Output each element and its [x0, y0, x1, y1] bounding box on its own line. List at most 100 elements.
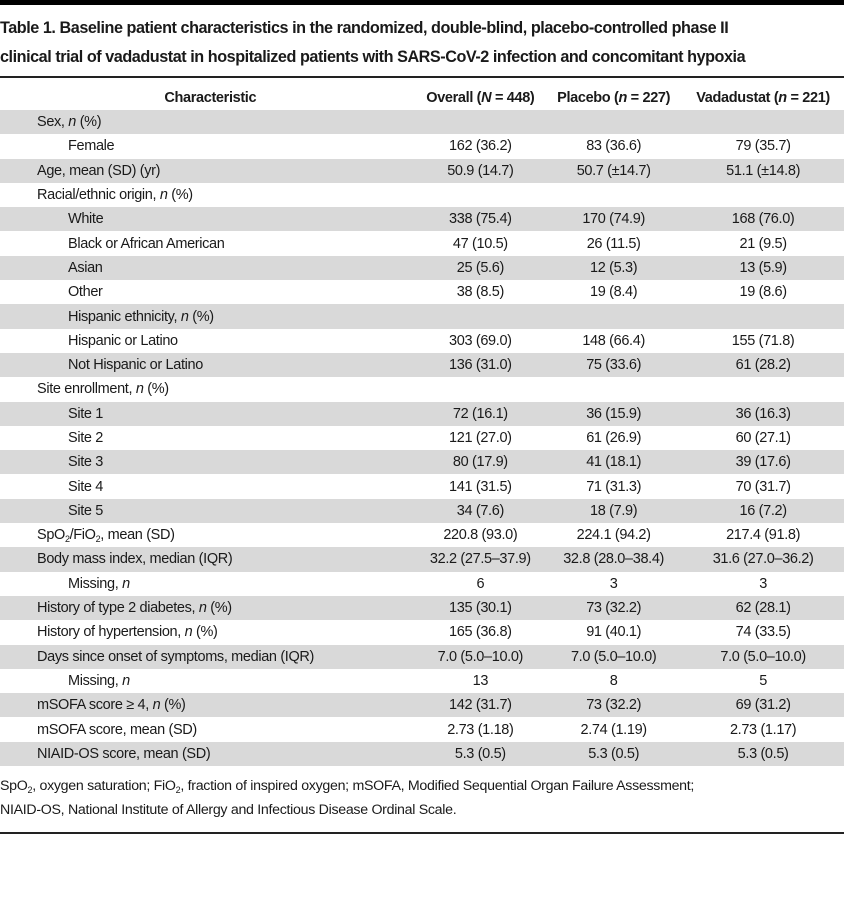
placebo-value: 91 (40.1): [586, 624, 642, 641]
vadadustat-value: 79 (35.7): [735, 138, 791, 155]
vadadustat-value: [682, 304, 844, 329]
table-row: Missing, n 13 8 5: [0, 669, 844, 693]
baseline-characteristics-table: Characteristic Overall (N = 448) Placebo…: [0, 86, 844, 767]
table-row: Other 38 (8.5) 19 (8.4) 19 (8.6): [0, 280, 844, 304]
placebo-value: 26 (11.5): [586, 235, 641, 252]
overall-value: 6: [476, 575, 485, 592]
vadadustat-value: 60 (27.1): [735, 430, 791, 446]
row-label: History of hypertension, n (%): [37, 624, 218, 641]
table-row: mSOFA score, mean (SD) 2.73 (1.18) 2.74 (1…: [0, 717, 844, 741]
caption-line-1: Table 1. Baseline patient characteristic…: [0, 19, 729, 37]
row-label: Site enrollment, n (%): [37, 381, 169, 398]
placebo-value: 12 (5.3): [545, 255, 683, 281]
overall-value: 47 (10.5): [452, 235, 508, 252]
table-row: White 338 (75.4) 170 (74.9) 168 (76.0): [0, 207, 844, 232]
overall-value: 141 (31.5): [449, 478, 512, 495]
table-row: Age, mean (SD) (yr) 50.9 (14.7) 50.7 (±14.…: [0, 158, 844, 183]
placebo-value: 36 (15.9): [545, 401, 683, 426]
overall-value: 303 (69.0): [449, 332, 512, 349]
row-label: White: [0, 207, 416, 232]
overall-value: 136 (31.0): [415, 352, 546, 378]
placebo-value: [545, 110, 683, 135]
row-label: Body mass index, median (IQR): [0, 547, 416, 572]
overall-value: 338 (75.4): [415, 207, 546, 232]
vadadustat-value: 74 (33.5): [735, 624, 791, 641]
placebo-value: 61 (26.9): [586, 430, 642, 446]
overall-value: 162 (36.2): [449, 138, 512, 155]
vadadustat-value: 19 (8.6): [739, 284, 788, 301]
table-row: Body mass index, median (IQR) 32.2 (27.5–…: [0, 547, 844, 572]
table-row: mSOFA score ≥ 4, n (%) 142 (31.7) 73 (32.2…: [0, 693, 844, 718]
table-row: Black or African American 47 (10.5) 26 (11…: [0, 231, 844, 255]
overall-value: 135 (30.1): [415, 595, 546, 621]
row-label: Racial/ethnic origin, n (%): [37, 187, 193, 204]
placebo-value: 3: [609, 575, 618, 592]
overall-value: 5.3 (0.5): [415, 741, 546, 767]
overall-value: [415, 110, 546, 135]
placebo-value: 2.74 (1.19): [580, 721, 647, 738]
placebo-value: 18 (7.9): [545, 498, 683, 524]
vadadustat-value: 3: [759, 575, 767, 592]
placebo-value: 73 (32.2): [545, 693, 683, 718]
table-row: Sex, n (%): [0, 110, 844, 135]
row-label: History of type 2 diabetes, n (%): [0, 595, 416, 621]
footnote-line-1: SpO2, oxygen saturation; FiO2, fraction …: [0, 778, 695, 795]
header-rule: [0, 76, 844, 78]
overall-value: 7.0 (5.0–10.0): [415, 644, 546, 669]
overall-value: 165 (36.8): [449, 624, 512, 641]
table-footnote: SpO2, oxygen saturation; FiO2, fraction …: [0, 774, 844, 822]
placebo-value: 32.8 (28.0–38.4): [545, 547, 683, 572]
table-body: Sex, n (%) Female 162 (36.2) 83 (36.6) 79 (3…: [0, 110, 844, 767]
table-header-row: Characteristic Overall (N = 448) Placebo…: [0, 86, 844, 110]
row-label: Hispanic or Latino: [68, 332, 178, 349]
row-label: Female: [68, 138, 115, 155]
footnote-line-2: NIAID-OS, National Institute of Allergy …: [0, 802, 457, 818]
overall-value: 220.8 (93.0): [443, 527, 518, 544]
placebo-value: 170 (74.9): [545, 207, 683, 232]
row-label: mSOFA score, mean (SD): [37, 721, 197, 738]
placebo-value: 71 (31.3): [586, 478, 642, 495]
table-row: Hispanic ethnicity, n (%): [0, 304, 844, 329]
table-row: SpO2/FiO2, mean (SD) 220.8 (93.0) 224.1 (9…: [0, 523, 844, 547]
table-row: Site 3 80 (17.9) 41 (18.1) 39 (17.6): [0, 450, 844, 475]
vadadustat-value: 21 (9.5): [739, 235, 788, 252]
table-row: Site enrollment, n (%): [0, 377, 844, 401]
placebo-value: 73 (32.2): [545, 595, 683, 621]
row-label: Hispanic ethnicity, n (%): [0, 304, 416, 329]
table-row: Female 162 (36.2) 83 (36.6) 79 (35.7): [0, 134, 844, 158]
table-row: Site 2 121 (27.0) 61 (26.9) 60 (27.1): [0, 426, 844, 450]
placebo-value: 224.1 (94.2): [576, 527, 651, 544]
vadadustat-value: 168 (76.0): [682, 207, 844, 232]
table-row: Not Hispanic or Latino 136 (31.0) 75 (33.6…: [0, 352, 844, 378]
row-label: Days since onset of symptoms, median (IQ…: [0, 644, 416, 669]
overall-value: [416, 377, 545, 401]
overall-value: 50.9 (14.7): [415, 158, 546, 183]
overall-value: 121 (27.0): [449, 430, 512, 446]
placebo-value: [545, 304, 683, 329]
row-label: Asian: [0, 255, 416, 281]
placebo-value: 50.7 (±14.7): [545, 158, 683, 183]
vadadustat-value: 62 (28.1): [682, 595, 844, 621]
table-row: Site 1 72 (16.1) 36 (15.9) 36 (16.3): [0, 401, 844, 426]
placebo-value: [545, 377, 682, 401]
table-row: Racial/ethnic origin, n (%): [0, 183, 844, 207]
vadadustat-value: [682, 377, 844, 401]
overall-value: [416, 183, 545, 207]
table-row: Missing, n 6 3 3: [0, 572, 844, 596]
vadadustat-value: [682, 183, 844, 207]
vadadustat-value: 155 (71.8): [731, 332, 795, 349]
vadadustat-value: [682, 110, 844, 135]
vadadustat-value: 39 (17.6): [682, 450, 844, 475]
bottom-rule: [0, 832, 844, 834]
placebo-value: 83 (36.6): [586, 138, 642, 155]
row-label: Age, mean (SD) (yr): [0, 158, 416, 183]
row-label: Black or African American: [68, 235, 225, 252]
placebo-value: [545, 183, 682, 207]
overall-value: 25 (5.6): [415, 255, 546, 281]
overall-value: 80 (17.9): [415, 450, 546, 475]
placebo-value: 8: [609, 672, 618, 689]
table-row: Days since onset of symptoms, median (IQ…: [0, 644, 844, 669]
row-label: Sex, n (%): [0, 110, 416, 135]
row-label: Site 1: [0, 401, 416, 426]
table-row: Asian 25 (5.6) 12 (5.3) 13 (5.9): [0, 255, 844, 281]
